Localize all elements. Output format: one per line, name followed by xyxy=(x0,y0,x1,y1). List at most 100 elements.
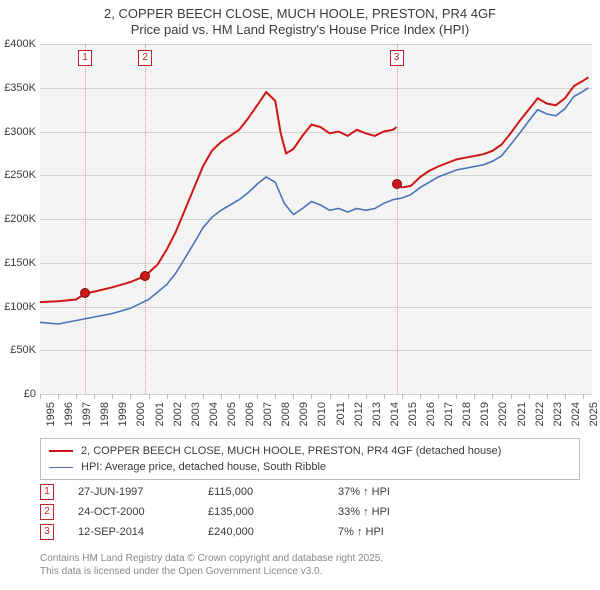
sales-row-marker: 3 xyxy=(40,524,54,540)
x-tick xyxy=(221,394,222,399)
x-tick xyxy=(257,394,258,399)
x-tick-label: 2024 xyxy=(570,402,582,426)
x-tick-label: 2012 xyxy=(353,402,365,426)
sales-row-price: £240,000 xyxy=(208,526,338,538)
x-tick-label: 1997 xyxy=(81,402,93,426)
sales-row-price: £115,000 xyxy=(208,486,338,498)
x-tick-label: 2015 xyxy=(407,402,419,426)
x-tick xyxy=(130,394,131,399)
x-tick xyxy=(203,394,204,399)
sales-row-price: £135,000 xyxy=(208,506,338,518)
y-tick-label: £0 xyxy=(0,388,36,400)
x-tick xyxy=(348,394,349,399)
x-tick xyxy=(293,394,294,399)
x-tick-label: 2022 xyxy=(534,402,546,426)
x-tick xyxy=(456,394,457,399)
y-tick-label: £400K xyxy=(0,38,36,50)
y-tick-label: £50K xyxy=(0,344,36,356)
x-tick-label: 1998 xyxy=(99,402,111,426)
sales-row-date: 12-SEP-2014 xyxy=(78,526,208,538)
legend-swatch-hpi xyxy=(49,467,73,468)
sale-marker-box: 1 xyxy=(78,50,92,66)
sales-row: 224-OCT-2000£135,00033% ↑ HPI xyxy=(40,502,458,522)
sale-marker-box: 3 xyxy=(390,50,404,66)
legend: 2, COPPER BEECH CLOSE, MUCH HOOLE, PREST… xyxy=(40,438,580,480)
x-tick-label: 2013 xyxy=(371,402,383,426)
plot-area: £0£50K£100K£150K£200K£250K£300K£350K£400… xyxy=(40,44,592,394)
x-tick-label: 2010 xyxy=(316,402,328,426)
x-tick xyxy=(330,394,331,399)
x-tick xyxy=(94,394,95,399)
x-tick-label: 2008 xyxy=(280,402,292,426)
x-tick xyxy=(547,394,548,399)
x-tick xyxy=(112,394,113,399)
sales-row-marker: 1 xyxy=(40,484,54,500)
x-tick xyxy=(420,394,421,399)
x-tick xyxy=(76,394,77,399)
sale-dot xyxy=(140,271,150,281)
legend-label-hpi: HPI: Average price, detached house, Sout… xyxy=(81,461,326,473)
sale-dot xyxy=(80,288,90,298)
x-tick xyxy=(565,394,566,399)
x-tick xyxy=(239,394,240,399)
legend-swatch-price xyxy=(49,450,73,452)
x-tick xyxy=(185,394,186,399)
y-tick-label: £350K xyxy=(0,82,36,94)
sales-row-hpi: 37% ↑ HPI xyxy=(338,486,458,498)
sales-row-marker: 2 xyxy=(40,504,54,520)
x-tick xyxy=(366,394,367,399)
x-tick xyxy=(40,394,41,399)
x-tick-label: 1996 xyxy=(63,402,75,426)
x-tick-label: 2020 xyxy=(497,402,509,426)
x-tick xyxy=(275,394,276,399)
attribution-line-1: Contains HM Land Registry data © Crown c… xyxy=(40,552,383,565)
sales-row: 3 12-SEP-2014£240,0007% ↑ HPI xyxy=(40,522,458,542)
x-tick xyxy=(167,394,168,399)
attribution: Contains HM Land Registry data © Crown c… xyxy=(40,552,383,578)
x-tick-label: 2003 xyxy=(190,402,202,426)
attribution-line-2: This data is licensed under the Open Gov… xyxy=(40,565,383,578)
y-tick-label: £150K xyxy=(0,257,36,269)
x-tick-label: 2016 xyxy=(425,402,437,426)
x-tick-label: 2025 xyxy=(588,402,600,426)
x-tick xyxy=(529,394,530,399)
x-tick xyxy=(58,394,59,399)
x-tick-label: 2014 xyxy=(389,402,401,426)
sale-dot xyxy=(392,179,402,189)
x-tick-label: 2006 xyxy=(244,402,256,426)
x-tick-label: 2021 xyxy=(516,402,528,426)
x-tick-label: 1999 xyxy=(117,402,129,426)
x-tick xyxy=(311,394,312,399)
x-tick-label: 2019 xyxy=(479,402,491,426)
x-tick-label: 2009 xyxy=(298,402,310,426)
x-tick xyxy=(402,394,403,399)
sale-marker-box: 2 xyxy=(138,50,152,66)
x-tick xyxy=(511,394,512,399)
x-tick-label: 2005 xyxy=(226,402,238,426)
x-tick-label: 2018 xyxy=(461,402,473,426)
chart-container: 2, COPPER BEECH CLOSE, MUCH HOOLE, PREST… xyxy=(0,0,600,590)
x-tick xyxy=(149,394,150,399)
legend-row-price: 2, COPPER BEECH CLOSE, MUCH HOOLE, PREST… xyxy=(49,443,571,459)
x-tick-label: 2002 xyxy=(172,402,184,426)
x-tick-label: 2000 xyxy=(135,402,147,426)
title-line-2: Price paid vs. HM Land Registry's House … xyxy=(0,22,600,38)
sales-row-hpi: 33% ↑ HPI xyxy=(338,506,458,518)
legend-row-hpi: HPI: Average price, detached house, Sout… xyxy=(49,459,571,475)
x-tick xyxy=(438,394,439,399)
x-tick xyxy=(474,394,475,399)
x-tick-label: 2007 xyxy=(262,402,274,426)
title-line-1: 2, COPPER BEECH CLOSE, MUCH HOOLE, PREST… xyxy=(0,6,600,22)
sales-row-date: 27-JUN-1997 xyxy=(78,486,208,498)
y-tick-label: £200K xyxy=(0,213,36,225)
gridline-h xyxy=(40,394,592,395)
x-tick xyxy=(384,394,385,399)
y-tick-label: £250K xyxy=(0,169,36,181)
x-tick xyxy=(583,394,584,399)
sales-row-hpi: 7% ↑ HPI xyxy=(338,526,458,538)
x-tick-label: 2017 xyxy=(443,402,455,426)
x-tick-label: 2001 xyxy=(154,402,166,426)
x-tick-label: 2023 xyxy=(552,402,564,426)
y-tick-label: £100K xyxy=(0,301,36,313)
sales-table: 127-JUN-1997£115,00037% ↑ HPI224-OCT-200… xyxy=(40,482,458,542)
